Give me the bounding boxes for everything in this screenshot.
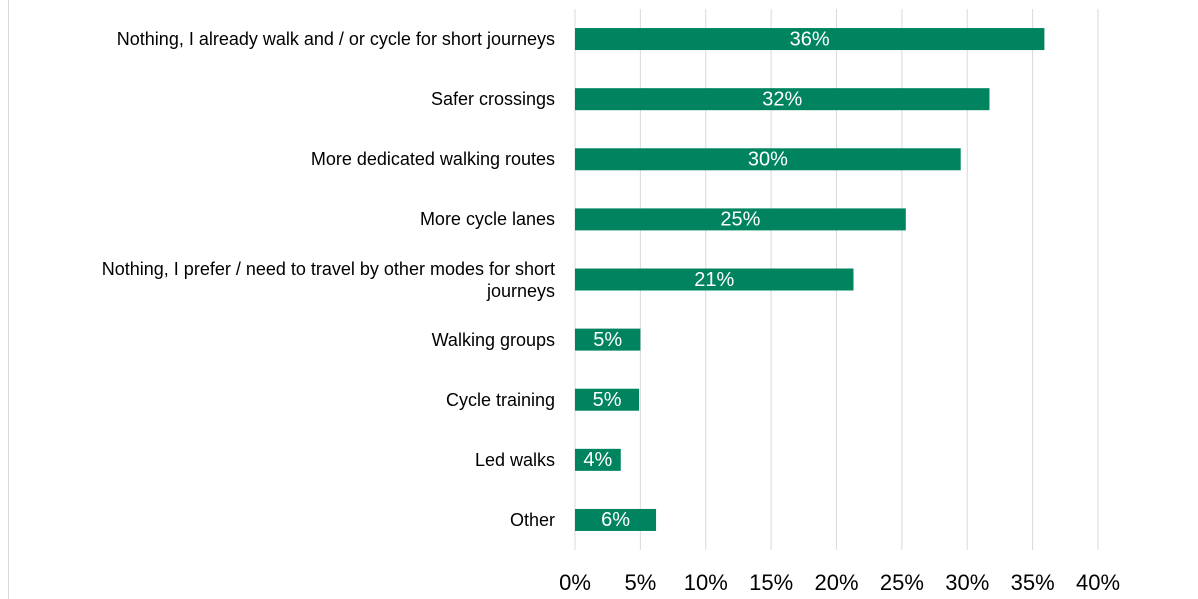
y-tick-label: Led walks xyxy=(474,449,555,470)
bar xyxy=(575,508,657,531)
data-label: 6% xyxy=(601,509,630,531)
bar xyxy=(575,88,990,111)
x-tick-label: 35% xyxy=(1011,570,1055,595)
bar xyxy=(575,328,641,351)
bar xyxy=(575,208,906,231)
y-tick-label: Other xyxy=(509,509,555,530)
y-tick-label: Safer crossings xyxy=(430,89,555,110)
y-tick-label: More dedicated walking routes xyxy=(310,149,555,170)
data-label: 5% xyxy=(593,329,622,351)
y-tick-label: Nothing, I prefer / need to travel by ot… xyxy=(101,258,555,301)
y-tick-label: Nothing, I already walk and / or cycle f… xyxy=(116,29,555,50)
x-tick-label: 25% xyxy=(880,570,924,595)
x-tick-label: 10% xyxy=(684,570,728,595)
x-tick-label: 15% xyxy=(749,570,793,595)
x-tick-label: 30% xyxy=(945,570,989,595)
bar xyxy=(575,148,961,171)
x-tick-label: 0% xyxy=(559,570,591,595)
bar xyxy=(575,388,640,411)
data-label: 30% xyxy=(748,149,788,171)
y-tick-label: More cycle lanes xyxy=(419,209,555,230)
data-label: 32% xyxy=(762,88,802,110)
bar xyxy=(575,268,854,291)
data-label: 21% xyxy=(694,269,734,291)
y-tick-label: Walking groups xyxy=(431,329,555,350)
data-label: 36% xyxy=(790,28,830,50)
y-tick-label: Cycle training xyxy=(445,389,555,410)
x-tick-label: 5% xyxy=(624,570,656,595)
bar xyxy=(575,448,621,471)
data-label: 25% xyxy=(720,209,760,231)
data-label: 5% xyxy=(593,389,622,411)
bar xyxy=(575,28,1045,51)
data-label: 4% xyxy=(583,449,612,471)
x-tick-label: 40% xyxy=(1076,570,1120,595)
x-tick-label: 20% xyxy=(814,570,858,595)
